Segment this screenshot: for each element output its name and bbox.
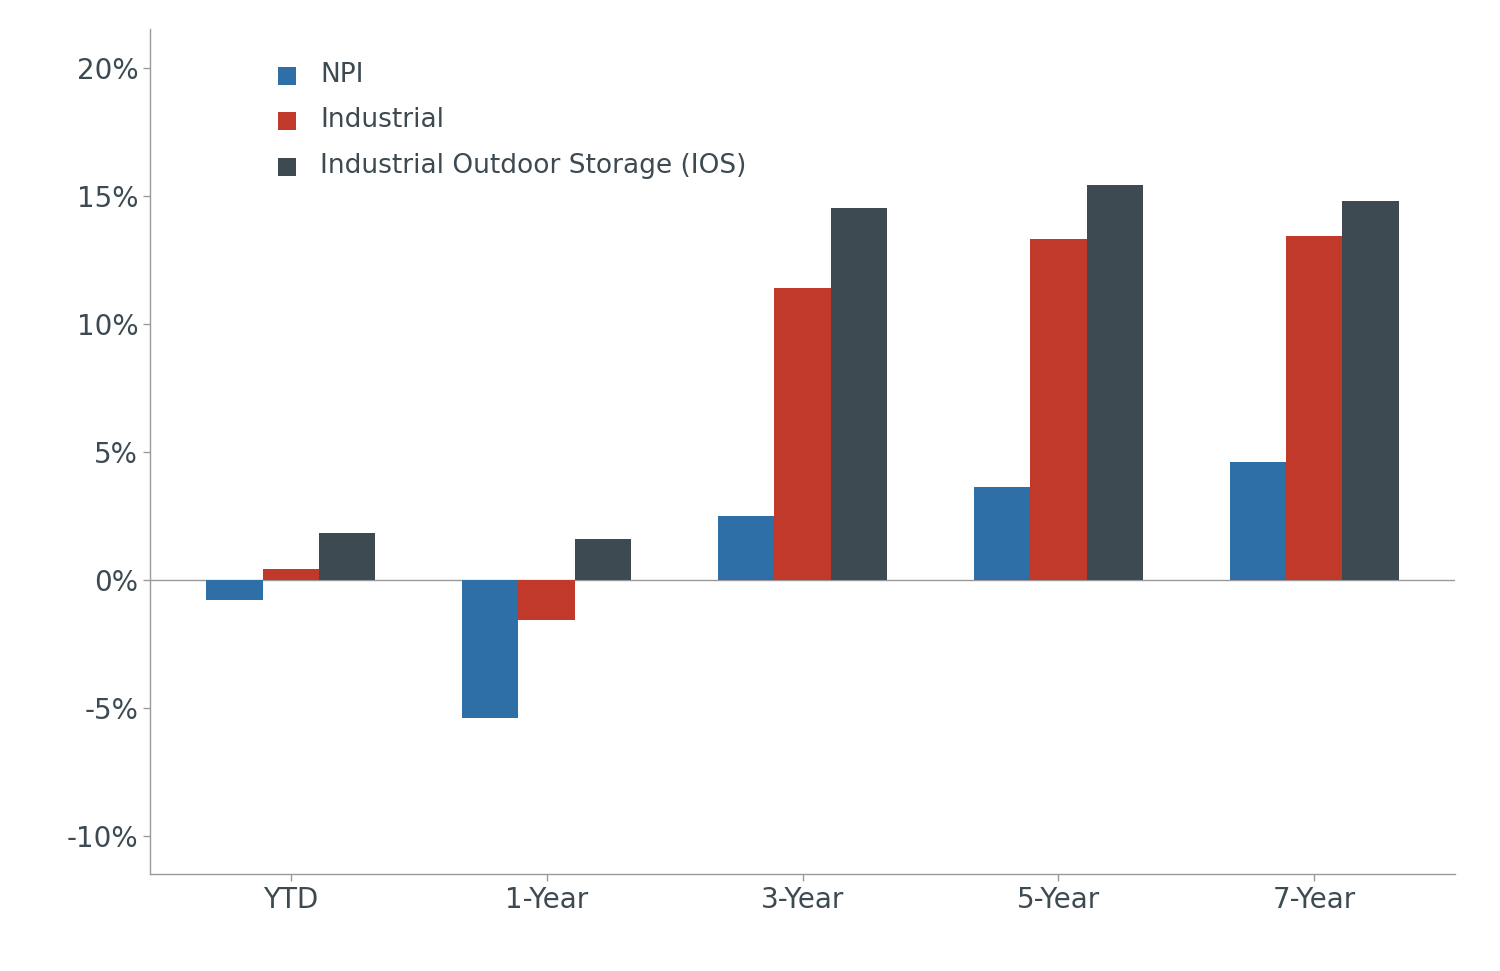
- Bar: [462, 580, 519, 718]
- Bar: [1230, 462, 1286, 580]
- Bar: [207, 580, 262, 600]
- Bar: [262, 569, 320, 580]
- Bar: [1286, 237, 1342, 580]
- Bar: [974, 487, 1030, 580]
- Bar: [1342, 201, 1398, 580]
- Bar: [1086, 185, 1143, 580]
- Bar: [718, 516, 774, 580]
- Bar: [831, 209, 886, 580]
- Bar: [574, 539, 632, 580]
- Legend: NPI, Industrial, Industrial Outdoor Storage (IOS): NPI, Industrial, Industrial Outdoor Stor…: [267, 50, 758, 189]
- Bar: [1030, 239, 1086, 580]
- Bar: [519, 580, 574, 620]
- Bar: [774, 287, 831, 580]
- Bar: [320, 533, 375, 580]
